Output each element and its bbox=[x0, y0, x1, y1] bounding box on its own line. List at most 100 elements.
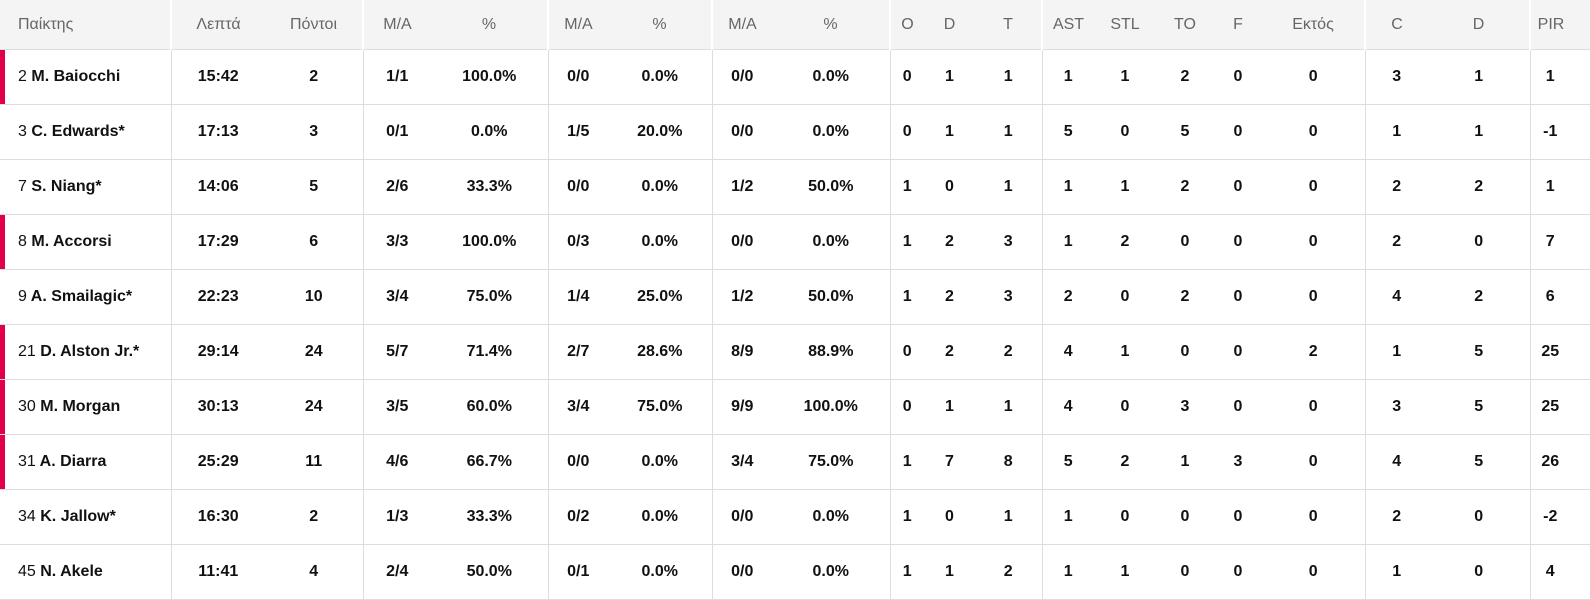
stat-cell: 0 bbox=[890, 324, 924, 380]
player-number: 3 bbox=[18, 123, 27, 140]
player-name[interactable]: A. Smailagic* bbox=[30, 288, 133, 305]
stat-cell: 2 bbox=[1262, 324, 1366, 380]
stat-cell: 17:29 bbox=[171, 214, 265, 270]
player-name[interactable]: M. Baiocchi bbox=[31, 68, 121, 85]
table-row: 30 M. Morgan 30:13 24 3/5 60.0% 3/4 75.0% 9/9 10… bbox=[0, 379, 1590, 435]
stat-cell: 1 bbox=[890, 434, 924, 490]
player-name[interactable]: M. Morgan bbox=[40, 398, 121, 415]
stat-cell: 0 bbox=[1262, 49, 1366, 105]
stat-cell: 15:42 bbox=[171, 49, 265, 105]
stat-cell: 2 bbox=[1365, 214, 1428, 270]
stat-cell: 14:06 bbox=[171, 159, 265, 215]
column-header[interactable]: STL bbox=[1094, 0, 1156, 50]
stat-cell: 4 bbox=[1042, 324, 1094, 380]
stat-cell: 1 bbox=[1428, 104, 1531, 160]
stat-cell: 1 bbox=[924, 49, 975, 105]
player-name[interactable]: C. Edwards* bbox=[31, 123, 125, 140]
stat-cell: 1 bbox=[924, 379, 975, 435]
stat-cell: 25 bbox=[1530, 379, 1590, 435]
stat-cell: 66.7% bbox=[431, 434, 549, 490]
stat-cell: 0 bbox=[1214, 49, 1262, 105]
player-name[interactable]: M. Accorsi bbox=[31, 233, 112, 250]
stat-cell: 4 bbox=[1365, 269, 1428, 325]
stat-cell: 0.0% bbox=[608, 159, 713, 215]
stat-cell: 3/4 bbox=[712, 434, 772, 490]
column-header[interactable]: M/A bbox=[363, 0, 431, 50]
player-name[interactable]: A. Diarra bbox=[39, 453, 107, 470]
stat-cell: 4 bbox=[1042, 379, 1094, 435]
stat-cell: 0.0% bbox=[608, 49, 713, 105]
column-header[interactable]: Πόντοι bbox=[265, 0, 364, 50]
column-header[interactable]: C bbox=[1365, 0, 1428, 50]
stat-cell: 22:23 bbox=[171, 269, 265, 325]
column-header[interactable]: F bbox=[1214, 0, 1262, 50]
stat-cell: 7 bbox=[924, 434, 975, 490]
stat-cell: 0 bbox=[1156, 544, 1214, 600]
stat-cell: 4/6 bbox=[363, 434, 431, 490]
stat-cell: 0 bbox=[1156, 489, 1214, 545]
column-header[interactable]: % bbox=[772, 0, 891, 50]
stat-cell: 1 bbox=[975, 49, 1043, 105]
stat-cell: 2 bbox=[1365, 159, 1428, 215]
stat-cell: 0.0% bbox=[772, 214, 891, 270]
column-header[interactable]: % bbox=[608, 0, 713, 50]
stat-cell: 30:13 bbox=[171, 379, 265, 435]
stat-cell: 0.0% bbox=[608, 434, 713, 490]
stat-cell: 0 bbox=[1094, 104, 1156, 160]
stat-cell: 2/4 bbox=[363, 544, 431, 600]
stat-cell: 5 bbox=[1042, 434, 1094, 490]
stat-cell: 0 bbox=[890, 379, 924, 435]
column-header[interactable]: M/A bbox=[548, 0, 608, 50]
stat-cell: 0 bbox=[890, 49, 924, 105]
column-header[interactable]: Παίκτης bbox=[0, 0, 172, 50]
stat-cell: 6 bbox=[1530, 269, 1590, 325]
player-name[interactable]: S. Niang* bbox=[31, 178, 102, 195]
stat-cell: 1 bbox=[890, 489, 924, 545]
player-number: 31 bbox=[18, 453, 36, 470]
stat-cell: 1 bbox=[1094, 159, 1156, 215]
stat-cell: 1 bbox=[975, 379, 1043, 435]
stat-cell: 4 bbox=[1365, 434, 1428, 490]
stat-cell: 1 bbox=[1365, 324, 1428, 380]
stat-cell: -1 bbox=[1530, 104, 1590, 160]
player-cell: 31 A. Diarra bbox=[0, 434, 172, 490]
stat-cell: 1/4 bbox=[548, 269, 608, 325]
stat-cell: 0/0 bbox=[712, 104, 772, 160]
column-header[interactable]: TO bbox=[1156, 0, 1214, 50]
stat-cell: 0.0% bbox=[608, 489, 713, 545]
column-header[interactable]: D bbox=[1428, 0, 1531, 50]
stat-cell: 25:29 bbox=[171, 434, 265, 490]
stat-cell: 5 bbox=[1042, 104, 1094, 160]
stat-cell: 0 bbox=[1262, 379, 1366, 435]
column-header[interactable]: Λεπτά bbox=[171, 0, 265, 50]
stat-cell: 16:30 bbox=[171, 489, 265, 545]
stat-cell: 0 bbox=[890, 104, 924, 160]
player-cell: 3 C. Edwards* bbox=[0, 104, 172, 160]
column-header[interactable]: PIR bbox=[1530, 0, 1590, 50]
column-header[interactable]: Εκτός bbox=[1262, 0, 1366, 50]
stat-cell: 25 bbox=[1530, 324, 1590, 380]
column-header[interactable]: % bbox=[431, 0, 549, 50]
stat-cell: 50.0% bbox=[772, 159, 891, 215]
column-header[interactable]: D bbox=[924, 0, 975, 50]
stat-cell: 0.0% bbox=[608, 544, 713, 600]
stat-cell: 1 bbox=[975, 104, 1043, 160]
stat-cell: 2 bbox=[1428, 269, 1531, 325]
player-cell: 8 M. Accorsi bbox=[0, 214, 172, 270]
player-cell: 9 A. Smailagic* bbox=[0, 269, 172, 325]
stat-cell: 10 bbox=[265, 269, 364, 325]
player-name[interactable]: N. Akele bbox=[40, 563, 103, 580]
player-name[interactable]: D. Alston Jr.* bbox=[40, 343, 140, 360]
column-header[interactable]: O bbox=[890, 0, 924, 50]
stat-cell: 1 bbox=[975, 159, 1043, 215]
stat-cell: 0 bbox=[1428, 214, 1531, 270]
player-name[interactable]: K. Jallow* bbox=[40, 508, 116, 525]
column-header[interactable]: T bbox=[975, 0, 1043, 50]
column-header[interactable]: M/A bbox=[712, 0, 772, 50]
stat-cell: 26 bbox=[1530, 434, 1590, 490]
stat-cell: 75.0% bbox=[772, 434, 891, 490]
stat-cell: 0/0 bbox=[712, 214, 772, 270]
stat-cell: 0/2 bbox=[548, 489, 608, 545]
stat-cell: 11 bbox=[265, 434, 364, 490]
column-header[interactable]: AST bbox=[1042, 0, 1094, 50]
